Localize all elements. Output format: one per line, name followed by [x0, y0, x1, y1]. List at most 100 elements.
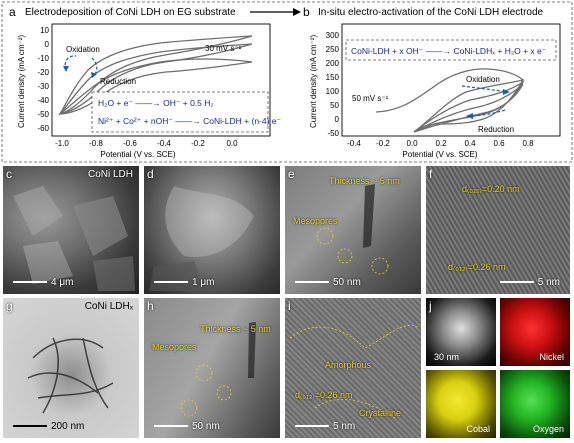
panel-c-title: CoNi LDH — [87, 169, 133, 180]
panel-g-title: CoNi LDHₓ — [84, 301, 133, 312]
cobalt-label: Cobal — [466, 424, 490, 434]
ytick: 100 — [326, 87, 340, 96]
panel-j-cobalt-map: Cobal — [426, 370, 496, 438]
panel-c-sem-image: c CoNi LDH 4 μm — [3, 166, 139, 294]
panel-g-label: g — [6, 299, 13, 313]
panel-b-oxidation: Oxidation — [466, 75, 500, 84]
panel-h-scalebar: 50 nm — [154, 421, 220, 432]
panel-f-hrtem-image: f d₍₀₁₅₎=0.20 nm d₍₀₁₂₎=0.26 nm 5 nm — [426, 166, 570, 294]
arrow-head-icon — [63, 66, 69, 72]
panel-d-sem-image: d 1 μm — [144, 166, 280, 294]
scalebar-text: 5 nm — [333, 421, 356, 432]
panel-i-crystalline: Crystalline — [359, 408, 402, 418]
panel-i-label: i — [288, 299, 291, 313]
xtick: 0.4 — [464, 139, 476, 148]
cv-plots: a Electrodeposition of CoNi LDH on EG su… — [1, 1, 573, 163]
panel-b-equation-box — [345, 39, 557, 61]
panel-a-eq1: H₂O + e⁻ ——→ OH⁻ + 0.5 H₂ — [98, 98, 214, 108]
xtick: -0.2 — [376, 139, 390, 148]
panel-g-scalebar: 200 nm — [13, 421, 84, 432]
ytick: 250 — [326, 45, 340, 54]
scalebar-line — [295, 425, 329, 428]
panel-a-eq2: Ni²⁺ + Co²⁺ + nOH⁻ ——→ CoNi-LDH + (n-4) … — [98, 116, 282, 126]
panel-j-nickel-map: Nickel — [500, 298, 570, 366]
scalebar-line — [13, 425, 47, 428]
panel-b-reduction: Reduction — [478, 125, 514, 134]
panel-a-reduction: Reduction — [100, 77, 136, 86]
panel-a-yticks: 10 0 -10 -20 -30 -40 -50 -60 — [37, 26, 49, 133]
panel-b-scanrate: 50 mV s⁻¹ — [352, 94, 389, 103]
scalebar-text: 50 nm — [192, 421, 220, 432]
panel-b-ylabel: Current density (mA cm⁻²) — [309, 35, 318, 128]
panel-j-haadf-map: j 30 nm — [426, 298, 496, 366]
panel-i-scalebar: 5 nm — [295, 421, 355, 432]
xtick: -0.4 — [157, 139, 171, 148]
nickel-label: Nickel — [539, 352, 564, 362]
panel-a-xticks: -1.0 -0.8 -0.6 -0.4 -0.2 0.0 — [55, 139, 238, 148]
tem-texture — [180, 322, 256, 417]
panel-i-d: d₍₀₁₂₎=0.26 nm — [295, 390, 353, 400]
xtick: -0.2 — [191, 139, 205, 148]
panel-h-label: h — [147, 299, 154, 313]
sem-texture — [13, 186, 135, 291]
panel-a-equation-box — [91, 91, 269, 133]
xtick: -0.8 — [89, 139, 103, 148]
panel-b-eq: CoNi-LDH + x OH⁻ ——→ CoNi-LDHₓ + H₂O + x… — [351, 46, 547, 56]
panel-b-axes — [341, 23, 561, 137]
panel-d-scalebar: 1 μm — [154, 277, 214, 288]
ytick: 10 — [40, 26, 49, 35]
panel-b-title: In-situ electro-activation of the CoNi L… — [318, 7, 544, 18]
panel-c-scalebar: 4 μm — [13, 277, 73, 288]
amorphous-boundary — [289, 324, 420, 419]
scalebar-line — [13, 281, 47, 284]
panel-i-amorphous: Amorphous — [325, 360, 372, 370]
ytick: 0 — [335, 115, 340, 124]
scalebar-text: 1 μm — [192, 277, 215, 288]
scalebar-line — [154, 281, 188, 284]
panel-a-scanrate: 30 mV s⁻¹ — [205, 44, 242, 53]
xtick: 0.2 — [435, 139, 447, 148]
flower-texture — [27, 337, 114, 414]
xtick: 0.0 — [406, 139, 418, 148]
panel-i-hrtem-image: i Amorphous d₍₀₁₂₎=0.26 nm Crystalline 5… — [285, 298, 421, 438]
panel-e-label: e — [288, 167, 295, 181]
ytick: -20 — [37, 68, 49, 77]
xtick: 0.8 — [522, 139, 534, 148]
panel-h-thickness: Thickness ~ 5 nm — [200, 324, 271, 334]
xtick: 0.6 — [493, 139, 505, 148]
ytick: 300 — [326, 31, 340, 40]
panel-e-thickness: Thickness ~ 5 nm — [329, 176, 400, 186]
xtick: -1.0 — [55, 139, 69, 148]
panel-j-label: j — [429, 299, 432, 313]
ytick: -50 — [37, 110, 49, 119]
oxygen-label: Oxygen — [532, 424, 564, 434]
arrow-head-icon — [503, 89, 510, 95]
ytick: -60 — [37, 124, 49, 133]
xtick: -0.4 — [347, 139, 361, 148]
panel-c-label: c — [6, 167, 12, 181]
sem-texture — [149, 186, 254, 291]
panel-f-d2: d₍₀₁₂₎=0.26 nm — [448, 262, 506, 272]
scalebar-text: 5 nm — [537, 277, 560, 288]
panel-g-tem-image: g CoNi LDHₓ 200 nm — [3, 298, 139, 438]
panel-a-oxidation: Oxidation — [66, 45, 100, 54]
scalebar-line — [295, 281, 329, 284]
ytick: 150 — [326, 73, 340, 82]
panel-b-yticks: 300 250 200 150 100 50 0 -50 — [326, 31, 340, 138]
panel-e-mesopores: Mesopores — [293, 216, 338, 226]
panel-a-xlabel: Potential (V vs. SCE) — [100, 150, 175, 159]
panel-h-mesopores: Mesopores — [152, 342, 197, 352]
panel-e-scalebar: 50 nm — [295, 277, 361, 288]
ytick: -30 — [37, 82, 49, 91]
panel-f-label: f — [429, 167, 433, 181]
panel-a-label: a — [9, 5, 16, 19]
arrow-head-icon — [91, 72, 97, 78]
scalebar-text: 200 nm — [51, 421, 85, 432]
scalebar-line — [499, 281, 534, 284]
title-arrow-icon — [250, 8, 301, 16]
ytick: -40 — [37, 96, 49, 105]
panel-d-label: d — [147, 167, 154, 181]
ytick: 0 — [45, 40, 50, 49]
panel-b-xlabel: Potential (V vs. SCE) — [402, 150, 477, 159]
tem-texture — [316, 184, 389, 275]
